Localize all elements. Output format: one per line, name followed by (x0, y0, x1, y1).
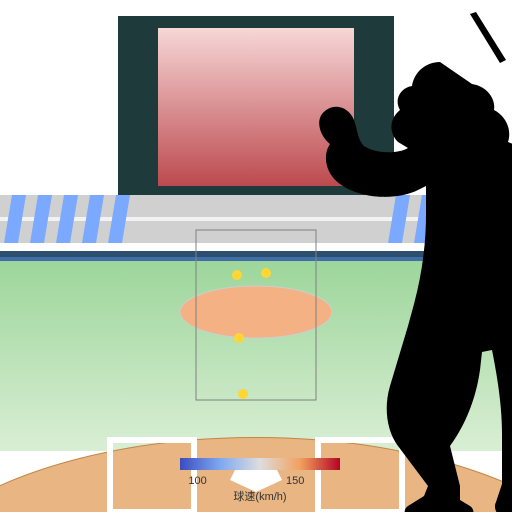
speed-legend-tick: 150 (286, 475, 304, 487)
pitchers-mound (180, 286, 332, 338)
scoreboard-screen (158, 28, 354, 186)
speed-legend-tick: 100 (188, 475, 206, 487)
pitch-marker (234, 333, 244, 343)
chart-svg: 100 150球速(km/h) (0, 0, 512, 512)
speed-legend-bar (180, 458, 340, 470)
speed-legend-label: 球速(km/h) (233, 489, 286, 503)
pitch-location-chart: 100 150球速(km/h) (0, 0, 512, 512)
pitch-marker (238, 389, 248, 399)
pitch-marker (232, 270, 242, 280)
pitch-marker (261, 268, 271, 278)
